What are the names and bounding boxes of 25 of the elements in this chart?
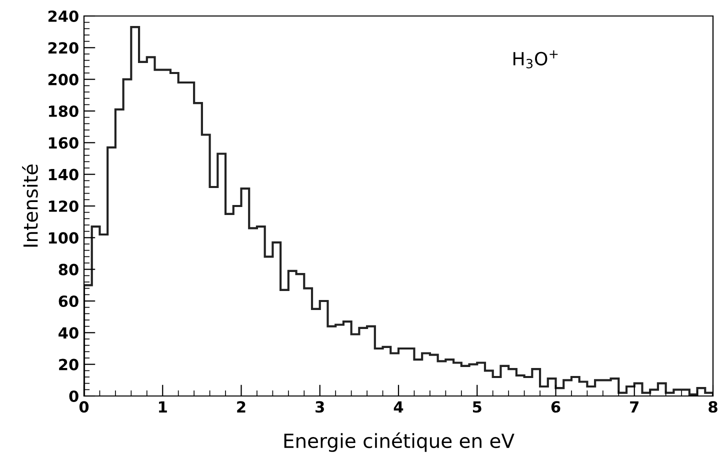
y-tick-label: 0 xyxy=(69,390,78,402)
y-tick-label: 200 xyxy=(48,74,78,86)
y-tick-label: 160 xyxy=(48,137,78,149)
y-tick-label: 60 xyxy=(58,295,78,308)
y-tick-label: 180 xyxy=(48,105,78,118)
y-tick-label: 40 xyxy=(58,327,78,339)
x-tick-label: 0 xyxy=(79,401,89,413)
y-tick-label: 140 xyxy=(48,168,78,180)
x-tick-label: 3 xyxy=(316,401,324,413)
y-tick-label: 120 xyxy=(48,200,78,212)
y-tick-label: 80 xyxy=(58,264,78,276)
y-tick-label: 220 xyxy=(48,42,78,54)
x-tick-label: 7 xyxy=(630,401,638,412)
y-tick-label: 240 xyxy=(48,10,78,22)
x-tick-label: 2 xyxy=(237,401,246,412)
annotation: H$_{3}$O$^{+}$ xyxy=(513,50,558,68)
x-tick-label: 4 xyxy=(394,401,404,412)
x-axis-title: Energie cinétique en eV xyxy=(284,432,514,452)
x-tick-label: 6 xyxy=(551,401,560,413)
x-tick-label: 8 xyxy=(708,401,718,413)
x-tick-label: 5 xyxy=(472,401,482,413)
y-tick-label: 20 xyxy=(59,358,78,370)
y-axis-title: Intensité xyxy=(22,164,38,247)
y-tick-label: 100 xyxy=(48,232,78,244)
x-tick-label: 1 xyxy=(159,401,167,412)
